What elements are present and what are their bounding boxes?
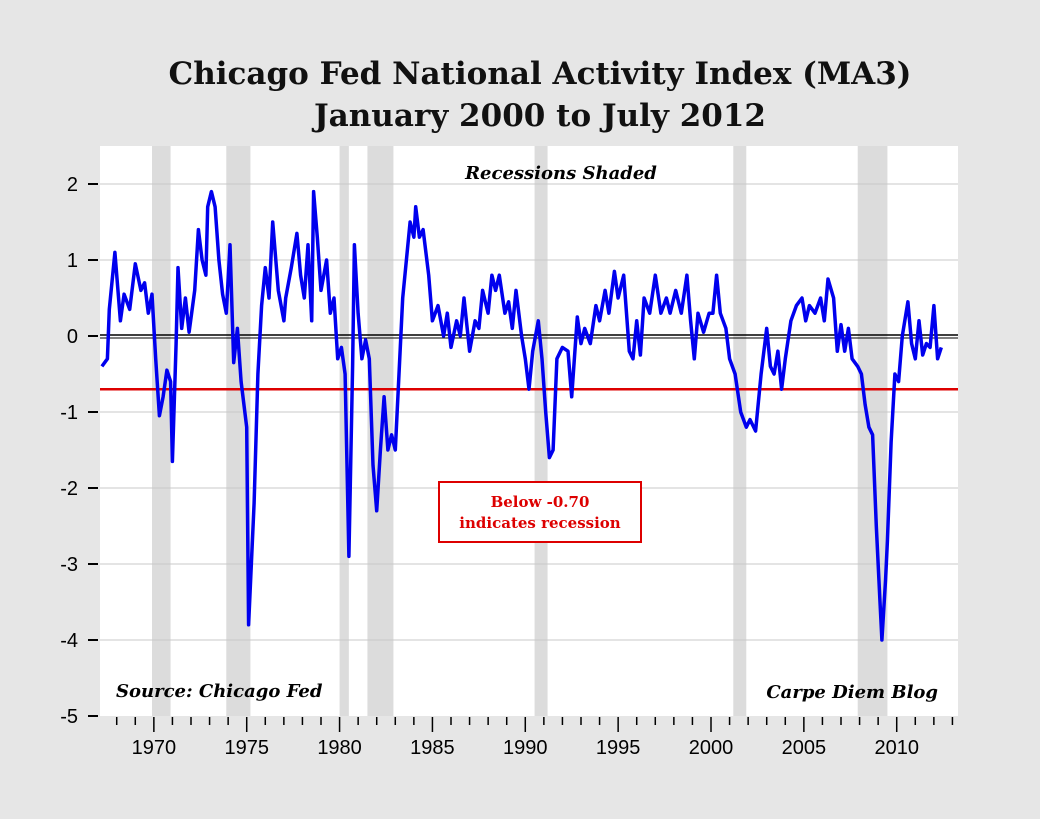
- annotation-box: [438, 481, 642, 543]
- x-tick-label: 1975: [224, 737, 269, 759]
- x-tick-label: 2005: [782, 737, 827, 759]
- recession-band: [733, 146, 747, 716]
- x-tick-label: 1980: [317, 737, 362, 759]
- annotation-line-2: indicates recession: [459, 514, 620, 532]
- recession-band: [534, 146, 548, 716]
- chart-title: Chicago Fed National Activity Index (MA3…: [168, 56, 912, 92]
- x-tick-label: 1985: [410, 737, 455, 759]
- chart-subtitle: January 2000 to July 2012: [314, 98, 766, 134]
- source-label: Source: Chicago Fed: [116, 681, 323, 702]
- x-tick-label: 1970: [132, 737, 177, 759]
- y-tick-label: 1: [67, 250, 78, 272]
- recession-band: [339, 146, 349, 716]
- x-tick-label: 1990: [503, 737, 548, 759]
- credit-label: Carpe Diem Blog: [766, 682, 938, 703]
- recessions-label: Recessions Shaded: [464, 163, 657, 184]
- x-tick-label: 2010: [874, 737, 919, 759]
- y-tick-label: 2: [67, 174, 78, 196]
- x-tick-label: 2000: [689, 737, 734, 759]
- y-tick-label: -5: [60, 706, 78, 728]
- x-tick-label: 1995: [596, 737, 641, 759]
- series-line: [100, 189, 943, 642]
- recession-band: [152, 146, 171, 716]
- y-tick-label: -3: [60, 554, 78, 576]
- y-tick-label: -1: [60, 402, 78, 424]
- y-tick-label: -2: [60, 478, 78, 500]
- y-tick-label: 0: [67, 326, 78, 348]
- annotation-line-1: Below -0.70: [491, 493, 590, 511]
- y-tick-label: -4: [60, 630, 78, 652]
